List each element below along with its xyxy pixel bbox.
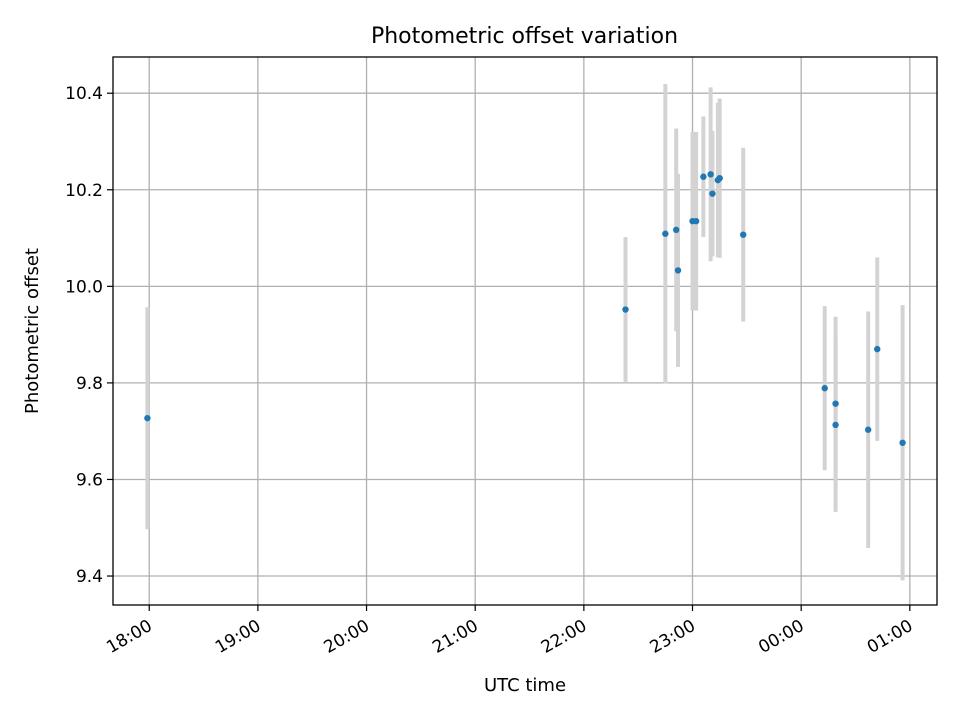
data-point: [874, 345, 881, 353]
x-tick-label: 20:00: [321, 616, 373, 658]
data-point: [700, 173, 707, 180]
y-tick-label: 10.0: [65, 277, 103, 297]
data-point: [144, 414, 151, 422]
x-axis-label: UTC time: [484, 675, 566, 696]
data-point: [622, 306, 629, 313]
data-point: [740, 231, 747, 238]
x-tick-label: 00:00: [755, 616, 807, 658]
data-point: [864, 426, 872, 433]
y-tick-label: 9.6: [76, 470, 103, 490]
data-point: [707, 171, 714, 178]
data-point: [673, 226, 680, 234]
x-tick-label: 18:00: [103, 616, 155, 658]
x-tick-label: 19:00: [212, 616, 264, 658]
data-points: [144, 171, 906, 446]
x-tick-label: 21:00: [429, 616, 481, 658]
x-tick-label: 23:00: [647, 616, 699, 658]
data-point: [716, 174, 723, 182]
chart-title: Photometric offset variation: [371, 24, 678, 49]
y-axis-label: Photometric offset: [22, 248, 43, 414]
x-tick-label: 01:00: [864, 616, 916, 658]
data-point: [899, 439, 906, 446]
plot-frame: [112, 56, 938, 606]
data-point: [692, 217, 700, 225]
y-tick-label: 9.8: [76, 374, 103, 394]
y-tick-label: 10.2: [65, 181, 103, 201]
x-tick-label: 22:00: [538, 616, 590, 658]
data-point: [662, 230, 669, 237]
data-point: [709, 190, 716, 197]
grid: [113, 57, 937, 605]
x-axis-ticks: 18:00 19:00 20:00 21:00 22:00 23:00 00:00 01:00: [103, 605, 916, 658]
data-point: [832, 421, 839, 429]
data-point: [832, 400, 839, 407]
y-axis-ticks: 9.4 9.6 9.8 10.0 10.2 10.4: [65, 84, 113, 587]
error-bars: [145, 84, 905, 581]
data-point: [674, 267, 682, 274]
data-point: [821, 385, 828, 392]
y-tick-label: 10.4: [65, 84, 103, 104]
y-tick-label: 9.4: [76, 567, 103, 587]
